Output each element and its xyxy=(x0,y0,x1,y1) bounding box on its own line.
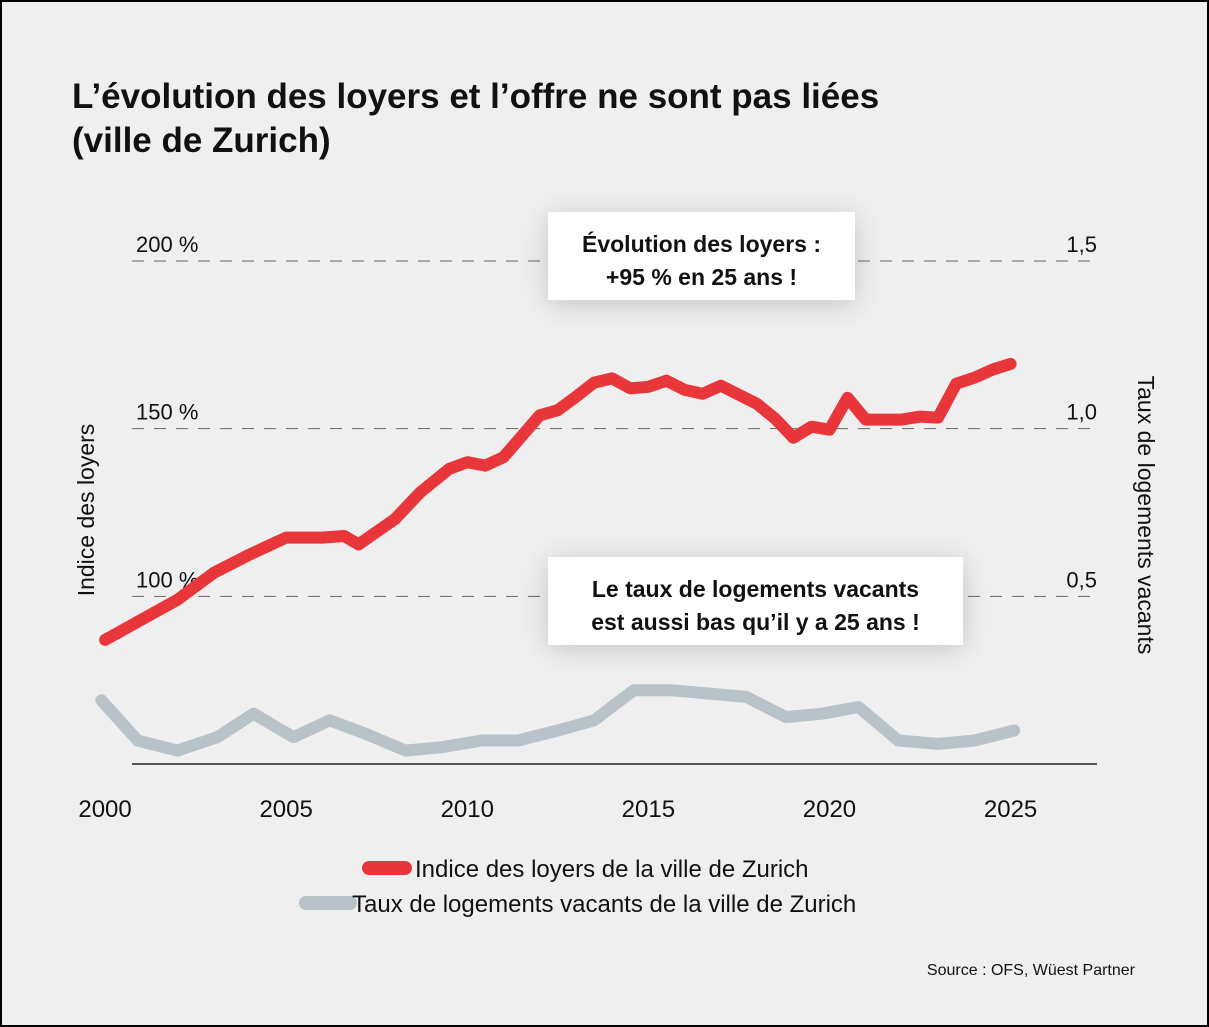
annotation-box xyxy=(548,557,963,645)
y-axis-title: Indice des loyers xyxy=(73,424,99,597)
y2-tick-label: 1,5 xyxy=(1066,232,1097,257)
data-line xyxy=(99,357,1017,646)
source: Source : OFS, Wüest Partner xyxy=(927,962,1136,979)
x-tick-label: 2015 xyxy=(622,796,675,823)
x-tick-label: 2020 xyxy=(803,796,856,823)
x-tick-label: 2010 xyxy=(441,796,494,823)
x-tick-label: 2005 xyxy=(259,796,312,823)
annotation-text: +95 % en 25 ans ! xyxy=(606,264,797,290)
x-tick-label: 2000 xyxy=(78,796,131,823)
legend-label: Taux de logements vacants de la ville de… xyxy=(352,891,856,918)
x-tick-label: 2025 xyxy=(984,796,1037,823)
chart-title: L’évolution des loyers et l’offre ne son… xyxy=(72,77,879,116)
y2-axis-title: Taux de logements vacants xyxy=(1133,376,1159,655)
legend-label: Indice des loyers de la ville de Zurich xyxy=(415,856,809,883)
y2-tick-label: 0,5 xyxy=(1066,567,1097,592)
annotation-text: est aussi bas qu’il y a 25 ans ! xyxy=(591,609,920,635)
y2-tick-label: 1,0 xyxy=(1066,400,1097,425)
data-line xyxy=(95,684,1021,757)
annotation-text: Le taux de logements vacants xyxy=(592,576,919,602)
y-tick-label: 150 % xyxy=(136,400,198,425)
annotation-box xyxy=(548,212,855,300)
annotation-text: Évolution des loyers : xyxy=(582,230,821,257)
chart-title: (ville de Zurich) xyxy=(72,121,331,160)
y-tick-label: 200 % xyxy=(136,232,198,257)
